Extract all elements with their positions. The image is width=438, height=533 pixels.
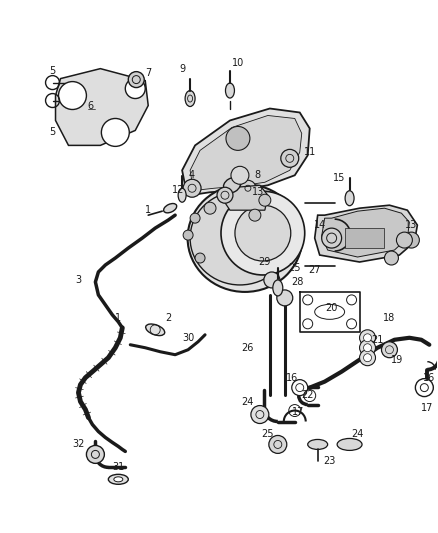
Ellipse shape bbox=[337, 439, 362, 450]
Text: 29: 29 bbox=[259, 257, 271, 267]
Text: 6: 6 bbox=[87, 101, 93, 110]
Text: 23: 23 bbox=[323, 456, 336, 466]
Text: 25: 25 bbox=[289, 263, 301, 273]
Text: 26: 26 bbox=[242, 343, 254, 353]
Text: 12: 12 bbox=[172, 185, 184, 195]
Circle shape bbox=[360, 350, 375, 366]
Polygon shape bbox=[314, 205, 417, 262]
Polygon shape bbox=[321, 208, 410, 257]
Circle shape bbox=[183, 230, 193, 240]
Ellipse shape bbox=[114, 477, 123, 482]
Circle shape bbox=[190, 213, 200, 223]
Circle shape bbox=[240, 180, 256, 196]
Ellipse shape bbox=[190, 191, 290, 285]
Ellipse shape bbox=[146, 324, 165, 336]
Ellipse shape bbox=[164, 204, 177, 213]
Polygon shape bbox=[345, 228, 385, 248]
Circle shape bbox=[217, 187, 233, 203]
Circle shape bbox=[264, 272, 280, 288]
Circle shape bbox=[259, 194, 271, 206]
Circle shape bbox=[364, 334, 371, 342]
Text: 7: 7 bbox=[145, 68, 152, 78]
Text: 2: 2 bbox=[165, 313, 171, 323]
Text: 15: 15 bbox=[333, 173, 346, 183]
Ellipse shape bbox=[185, 91, 195, 107]
Text: 32: 32 bbox=[72, 439, 85, 449]
Circle shape bbox=[195, 253, 205, 263]
Circle shape bbox=[396, 232, 413, 248]
Circle shape bbox=[321, 228, 342, 248]
Polygon shape bbox=[182, 109, 310, 195]
Circle shape bbox=[277, 290, 293, 306]
Ellipse shape bbox=[108, 474, 128, 484]
Text: 17: 17 bbox=[292, 407, 304, 416]
Circle shape bbox=[86, 446, 104, 463]
Circle shape bbox=[249, 209, 261, 221]
Ellipse shape bbox=[308, 439, 328, 449]
Ellipse shape bbox=[178, 188, 186, 202]
Circle shape bbox=[251, 406, 269, 424]
Circle shape bbox=[360, 330, 375, 346]
Text: 14: 14 bbox=[314, 220, 326, 230]
Circle shape bbox=[226, 126, 250, 150]
Ellipse shape bbox=[187, 184, 302, 292]
Text: 20: 20 bbox=[325, 303, 338, 313]
Circle shape bbox=[364, 344, 371, 352]
Text: 3: 3 bbox=[75, 275, 81, 285]
Text: 25: 25 bbox=[261, 430, 274, 440]
Text: 27: 27 bbox=[308, 265, 321, 275]
Circle shape bbox=[59, 82, 86, 109]
Polygon shape bbox=[56, 69, 148, 146]
Circle shape bbox=[269, 435, 287, 454]
Ellipse shape bbox=[273, 280, 283, 296]
Ellipse shape bbox=[223, 177, 240, 193]
Circle shape bbox=[235, 205, 291, 261]
Text: 16: 16 bbox=[286, 373, 298, 383]
Text: 21: 21 bbox=[371, 335, 384, 345]
Circle shape bbox=[221, 191, 305, 275]
Text: 9: 9 bbox=[179, 63, 185, 74]
Text: 17: 17 bbox=[421, 402, 434, 413]
Text: 28: 28 bbox=[292, 277, 304, 287]
Circle shape bbox=[360, 340, 375, 356]
Circle shape bbox=[183, 179, 201, 197]
Text: 5: 5 bbox=[49, 66, 56, 76]
Circle shape bbox=[364, 354, 371, 362]
Circle shape bbox=[204, 202, 216, 214]
Text: 1: 1 bbox=[115, 313, 121, 323]
Text: 22: 22 bbox=[301, 390, 314, 400]
Circle shape bbox=[385, 251, 399, 265]
Text: 18: 18 bbox=[383, 313, 396, 323]
Circle shape bbox=[281, 149, 299, 167]
Polygon shape bbox=[190, 116, 302, 190]
Text: 11: 11 bbox=[304, 147, 316, 157]
Text: 4: 4 bbox=[189, 170, 195, 180]
Circle shape bbox=[128, 71, 144, 87]
Circle shape bbox=[125, 78, 145, 99]
Text: 31: 31 bbox=[112, 462, 124, 472]
Text: 10: 10 bbox=[232, 58, 244, 68]
Text: 13: 13 bbox=[252, 187, 264, 197]
Text: 24: 24 bbox=[351, 430, 364, 440]
Text: 30: 30 bbox=[182, 333, 194, 343]
Ellipse shape bbox=[226, 83, 234, 98]
Text: 1: 1 bbox=[145, 205, 151, 215]
Polygon shape bbox=[222, 185, 268, 210]
Circle shape bbox=[381, 342, 397, 358]
Text: 8: 8 bbox=[255, 170, 261, 180]
Text: 13: 13 bbox=[405, 220, 417, 230]
Circle shape bbox=[231, 166, 249, 184]
Circle shape bbox=[415, 378, 433, 397]
Text: 24: 24 bbox=[242, 397, 254, 407]
Ellipse shape bbox=[345, 191, 354, 206]
Text: 5: 5 bbox=[49, 127, 56, 138]
Text: 19: 19 bbox=[391, 354, 403, 365]
Circle shape bbox=[101, 118, 129, 147]
Circle shape bbox=[292, 379, 308, 395]
Circle shape bbox=[403, 232, 419, 248]
Text: 16: 16 bbox=[423, 373, 435, 383]
